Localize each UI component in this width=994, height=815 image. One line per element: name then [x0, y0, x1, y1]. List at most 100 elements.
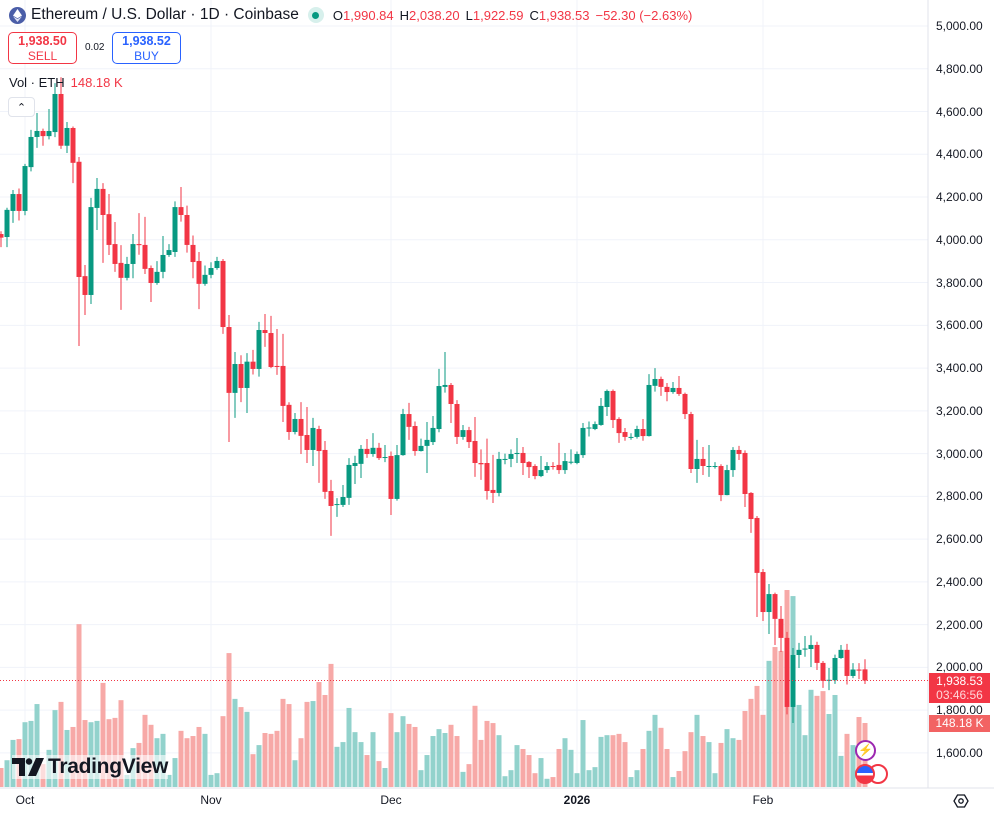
volume-bar — [364, 755, 370, 787]
candle-body — [52, 93, 58, 133]
candle-body — [430, 427, 436, 443]
market-open-status-icon[interactable] — [307, 7, 324, 23]
volume-bar — [202, 733, 208, 787]
volume-bar — [622, 742, 628, 787]
candle-body — [592, 424, 598, 430]
volume-bar — [172, 758, 178, 787]
candle-body — [502, 458, 508, 460]
volume-bar — [754, 685, 760, 787]
candle-body — [250, 361, 256, 369]
candle-body — [598, 405, 604, 425]
volume-bar — [484, 720, 490, 787]
volume-bar — [76, 624, 82, 787]
price-axis-label: 4,800.00 — [936, 61, 983, 76]
candle-body — [382, 457, 388, 459]
us-flag-event-icon[interactable] — [855, 764, 875, 784]
time-axis-label: Feb — [752, 793, 774, 807]
volume-bar — [280, 698, 286, 787]
volume-bar — [394, 732, 400, 787]
volume-bar — [652, 714, 658, 787]
candle-body — [232, 364, 238, 393]
price-change: −52.30 (−2.63%) — [595, 7, 693, 23]
volume-bar — [88, 722, 94, 787]
volume-bar — [514, 745, 520, 787]
volume-bar — [304, 701, 310, 787]
price-axis-label: 5,000.00 — [936, 19, 983, 33]
volume-bar — [430, 736, 436, 787]
candle-body — [412, 426, 418, 452]
candle-body — [586, 427, 592, 429]
lightning-event-icon[interactable]: ⚡ — [855, 740, 876, 761]
collapse-legend-button[interactable]: ⌃ — [8, 97, 35, 117]
volume-bar — [298, 738, 304, 787]
volume-bar — [580, 720, 586, 787]
volume-bar — [376, 761, 382, 787]
candle-body — [676, 387, 682, 394]
candle-body — [364, 448, 370, 455]
candle-body — [16, 194, 22, 211]
candle-body — [736, 449, 742, 455]
candle-body — [148, 268, 154, 283]
symbol-title[interactable]: Ethereum / U.S. Dollar · 1D · Coinbase — [31, 6, 299, 23]
candle-body — [28, 136, 34, 168]
candle-body — [670, 387, 676, 393]
buy-button[interactable]: 1,938.52 BUY — [112, 32, 181, 64]
volume-bar — [610, 735, 616, 787]
candle-body — [544, 466, 550, 471]
candle-body — [256, 330, 262, 369]
candle-body — [238, 364, 244, 388]
candle-body — [64, 127, 70, 146]
volume-bar — [196, 726, 202, 787]
price-axis-label: 2,600.00 — [936, 532, 983, 547]
tradingview-wordmark: TradingView — [48, 755, 169, 778]
candle-body — [472, 440, 478, 464]
volume-bar — [112, 717, 118, 787]
candle-body — [616, 418, 622, 434]
candle-body — [190, 244, 196, 263]
ethereum-logo-icon — [9, 6, 26, 24]
symbol-legend: Ethereum / U.S. Dollar · 1D · Coinbase O… — [9, 6, 692, 24]
volume-bar — [508, 770, 514, 787]
candle-body — [334, 504, 340, 506]
candle-body — [640, 429, 646, 437]
volume-bar — [772, 647, 778, 787]
volume-bar — [844, 733, 850, 787]
candle-body — [664, 386, 670, 393]
ohlc-close: C1,938.53 — [529, 7, 590, 23]
candle-body — [796, 649, 802, 655]
candle-body — [130, 244, 136, 264]
volume-bar — [736, 739, 742, 787]
candle-body — [112, 244, 118, 264]
last-price-tag: 1,938.53 03:46:56 — [929, 673, 990, 703]
candle-body — [688, 414, 694, 469]
volume-bar — [706, 742, 712, 787]
volume-bar — [316, 682, 322, 787]
candle-body — [70, 127, 76, 163]
last-price-value: 1,938.53 — [936, 674, 983, 688]
sell-button[interactable]: 1,938.50 SELL — [8, 32, 77, 64]
volume-bar — [4, 760, 10, 787]
candle-body — [196, 260, 202, 284]
candle-body — [508, 454, 514, 459]
candle-body — [706, 466, 712, 468]
candle-body — [772, 594, 778, 619]
volume-bar — [226, 653, 232, 787]
volume-bar — [82, 720, 88, 787]
candle-body — [760, 572, 766, 613]
volume-bar — [628, 777, 634, 787]
candle-body — [376, 447, 382, 459]
candle-body — [808, 644, 814, 650]
chart-settings-icon[interactable] — [953, 793, 969, 809]
candle-body — [316, 429, 322, 452]
candle-body — [784, 637, 790, 707]
volume-bar — [796, 704, 802, 787]
candle-body — [352, 463, 358, 467]
price-axis-label: 1,800.00 — [936, 703, 983, 718]
volume-bar — [28, 720, 34, 787]
candle-body — [682, 393, 688, 415]
candle-body — [40, 130, 46, 137]
tradingview-logo[interactable]: TradingView — [12, 755, 168, 779]
volume-bar — [142, 714, 148, 787]
ohlc-low: L1,922.59 — [465, 7, 524, 23]
